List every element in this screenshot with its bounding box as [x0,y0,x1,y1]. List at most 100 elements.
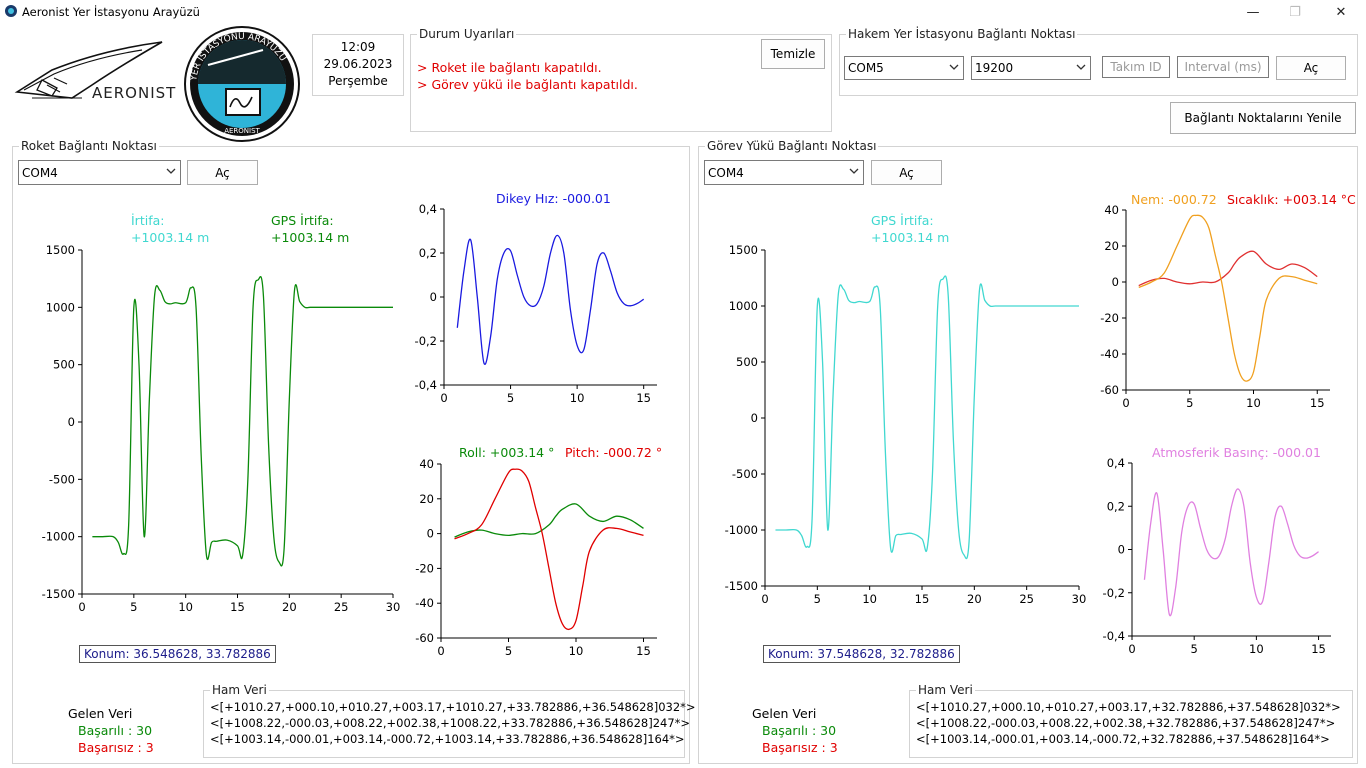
referee-port-select[interactable]: COM5 [844,56,964,80]
x-tick-label: 0 [437,644,444,658]
maximize-button[interactable]: ❐ [1289,4,1301,20]
humidity-readout: Nem: -000.72 [1131,192,1217,207]
x-tick-label: 5 [1186,396,1193,410]
hum_temp-chart: -60 -40 -20 0 20 40 0 5 10 15 [1100,203,1330,410]
rocket_alt-series-0-line [92,276,393,567]
window-title: Aeronist Yer İstasyonu Arayüzü [22,5,200,19]
y-tick-label: 0 [1112,275,1119,289]
rocket-port-select[interactable]: COM4 [18,160,181,185]
close-button[interactable]: ✕ [1335,4,1347,20]
pitch-readout: Pitch: -000.72 ° [565,445,662,460]
y-tick-label: 20 [419,492,434,506]
x-tick-label: 30 [386,600,401,614]
hum_temp-series-0-line [1138,250,1318,287]
x-tick-label: 5 [505,644,512,658]
rocket-title: Roket Bağlantı Noktası [19,139,159,153]
minimize-button[interactable]: — [1246,4,1260,20]
raw-data-title: Ham Veri [210,683,269,697]
x-tick-label: 15 [1310,396,1325,410]
y-tick-label: 0,2 [1107,499,1125,513]
x-tick-label: 25 [1019,592,1034,606]
x-tick-label: 10 [569,644,584,658]
x-tick-label: 15 [636,644,651,658]
y-tick-label: 0 [751,411,758,425]
roll-value: +003.14 ° [489,445,555,460]
y-tick-label: 20 [1104,239,1119,253]
y-tick-label: 1500 [729,243,758,257]
brand-text: AERONIST [92,84,177,102]
altitude-value: +1003.14 m [131,230,210,245]
x-tick-label: 15 [915,592,930,606]
clock-panel: 12:09 29.06.2023 Perşembe [312,34,404,96]
rocket-open-button[interactable]: Aç [187,160,258,185]
payload-open-button[interactable]: Aç [871,160,942,185]
referee-title: Hakem Yer İstasyonu Bağlantı Noktası [846,27,1078,41]
vertical-speed-label: Dikey Hız: [496,191,559,206]
referee-baud-value: 19200 [975,61,1014,75]
clear-button[interactable]: Temizle [761,39,825,69]
raw-line: <[+1008.22,-000.03,+008.22,+002.38,+1008… [210,716,691,730]
rocket-port-value: COM4 [22,165,58,180]
rocket_alt-chart: -1500 -1000 -500 0 500 1000 1500 0 5 10 15 20 25 30 [42,243,401,614]
badge-bottom-text: AERONIST [224,127,260,135]
y-tick-label: 0 [68,415,75,429]
y-tick-label: 0,4 [419,202,437,216]
y-tick-label: -20 [1100,311,1119,325]
y-tick-label: -0,4 [1103,629,1125,643]
payload_alt-chart: -1500 -1000 -500 0 500 1000 1500 0 5 10 15 20 25 30 [725,243,1087,606]
x-tick-label: 10 [178,600,193,614]
badge-logo: YER İSTASYONU ARAYÜZÜ AERONIST [178,25,306,143]
alert-message: > Görev yükü ile bağlantı kapatıldı. [417,77,638,92]
y-tick-label: -40 [1100,347,1119,361]
payload-port-select[interactable]: COM4 [704,160,864,185]
clock-day: Perşembe [328,74,388,88]
vertical-speed-value: -000.01 [562,191,611,206]
alerts-title: Durum Uyarıları [417,27,517,41]
x-tick-label: 15 [1311,642,1326,656]
temperature-value: +003.14 °C [1282,192,1356,207]
y-tick-label: 1500 [46,243,75,257]
pressure-chart: -0,4 -0,2 0 0,2 0,4 0 5 10 15 [1103,456,1331,656]
location-value: 37.548628, 32.782886 [817,647,955,661]
x-tick-label: 10 [862,592,877,606]
success-count: Başarılı : 30 [762,723,837,738]
pitch-value: -000.72 ° [603,445,663,460]
location-label: Konum: [84,647,130,661]
x-tick-label: 10 [1249,642,1264,656]
y-tick-label: 40 [1104,203,1119,217]
location-value: 36.548628, 33.782886 [133,647,271,661]
x-tick-label: 15 [636,391,651,405]
gps-altitude-label: GPS İrtifa: [271,213,334,228]
interval-input[interactable]: Interval (ms) [1177,56,1269,78]
gps-altitude-value: +1003.14 m [271,230,350,245]
referee-open-button[interactable]: Aç [1276,56,1346,80]
y-tick-label: -0,2 [415,334,437,348]
y-tick-label: -1500 [725,579,758,593]
referee-baud-select[interactable]: 19200 [971,56,1091,80]
humidity-value: -000.72 [1168,192,1217,207]
team-id-input[interactable]: Takım ID [1102,56,1170,78]
raw-line: <[+1010.27,+000.10,+010.27,+003.17,+1010… [210,700,696,714]
y-tick-label: -60 [1100,383,1119,397]
success-count: Başarılı : 30 [78,723,153,738]
x-tick-label: 25 [334,600,349,614]
aeronist-logo: AERONIST [12,40,177,110]
refresh-ports-button[interactable]: Bağlantı Noktalarını Yenile [1170,102,1356,134]
rocket-location: Konum: 36.548628, 33.782886 [79,645,276,663]
x-tick-label: 5 [1191,642,1198,656]
pressure-label: Atmosferik Basınç: [1152,445,1269,460]
x-tick-label: 10 [1246,396,1261,410]
temperature-readout: Sıcaklık: +003.14 °C [1227,192,1356,207]
y-tick-label: -1500 [42,587,75,601]
vspeed-series-0-line [456,234,645,365]
clock-time: 12:09 [340,40,376,54]
y-tick-label: -1000 [42,530,75,544]
raw-line: <[+1010.27,+000.10,+010.27,+003.17,+32.7… [916,700,1341,714]
rocket-raw-data: Ham Veri <[+1010.27,+000.10,+010.27,+003… [203,683,696,758]
x-tick-label: 15 [230,600,245,614]
x-tick-label: 0 [1128,642,1135,656]
payload_alt-series-0-line [775,275,1079,560]
y-tick-label: 1000 [729,299,758,313]
y-tick-label: 0 [430,290,437,304]
chevron-down-icon [949,64,959,70]
